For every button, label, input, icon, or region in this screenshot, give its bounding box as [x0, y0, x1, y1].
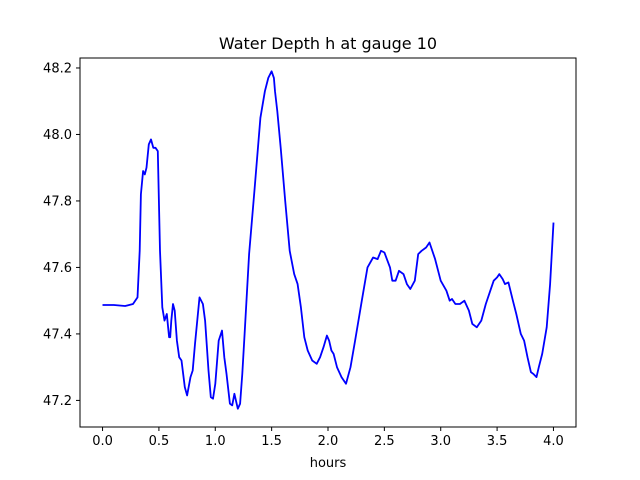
y-tick-label: 47.2: [43, 394, 72, 409]
x-tick-label: 1.5: [261, 434, 282, 449]
x-tick-label: 0.0: [92, 434, 113, 449]
chart-title: Water Depth h at gauge 10: [219, 34, 437, 53]
x-tick-label: 4.0: [543, 434, 564, 449]
x-tick-label: 2.5: [374, 434, 395, 449]
x-tick-label: 3.0: [430, 434, 451, 449]
y-tick-label: 48.2: [43, 61, 72, 76]
x-axis-label: hours: [310, 456, 347, 471]
x-tick-label: 1.0: [205, 434, 226, 449]
y-tick-label: 47.8: [43, 194, 72, 209]
y-tick-label: 47.6: [43, 261, 72, 276]
x-tick-label: 3.5: [487, 434, 508, 449]
y-tick-label: 48.0: [43, 128, 72, 143]
plot-frame: [79, 57, 577, 428]
plot-area: 0.0 0.5 1.0 1.5 2.0 2.5 3.0 3.5 4.0 47.2 47.4 47.6 4…: [43, 57, 577, 449]
series-line-0: [102, 70, 555, 410]
x-tick-label: 2.0: [318, 434, 339, 449]
y-tick-label: 47.4: [43, 327, 72, 342]
x-tick-label: 0.5: [149, 434, 170, 449]
